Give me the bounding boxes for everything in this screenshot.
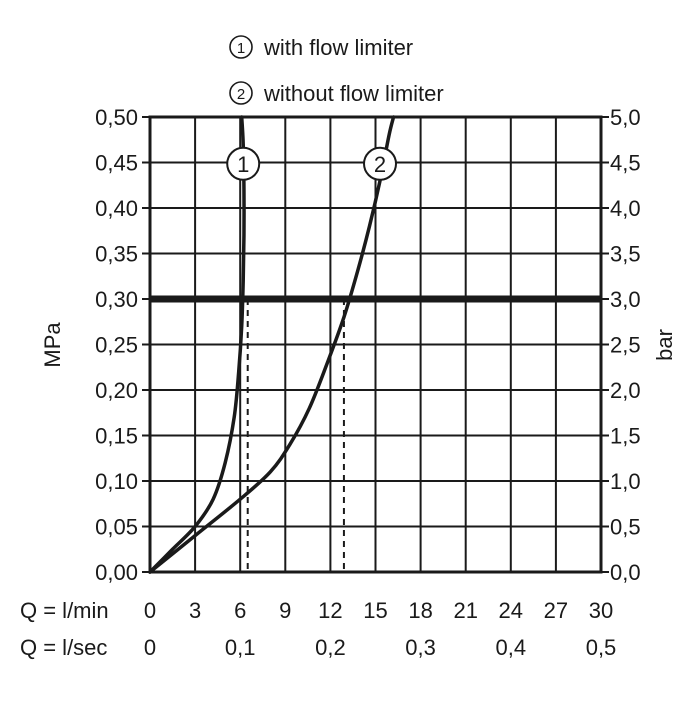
y2-tick-label-0: 0,0 xyxy=(610,560,641,585)
y2-tick-label-6: 3,0 xyxy=(610,287,641,312)
y-tick-label-7: 0,35 xyxy=(95,242,138,267)
x-tick-label-9: 27 xyxy=(544,598,568,623)
x-tick-label-3: 9 xyxy=(279,598,291,623)
y-tick-labels: 0,00 0,05 0,10 0,15 0,20 0,25 0,30 0,35 0,40 0,45… xyxy=(95,105,150,585)
y-tick-label-1: 0,05 xyxy=(95,515,138,540)
dashed-markers xyxy=(246,299,345,572)
y2-tick-label-3: 1,5 xyxy=(610,424,641,449)
y2-tick-label-7: 3,5 xyxy=(610,242,641,267)
y-tick-label-8: 0,40 xyxy=(95,196,138,221)
x-tick-label-2: 6 xyxy=(234,598,246,623)
y2-tick-label-4: 2,0 xyxy=(610,378,641,403)
series-badge-2 xyxy=(363,146,398,181)
legend-marker-label-1: 1 xyxy=(237,40,245,57)
y-tick-label-9: 0,45 xyxy=(95,151,138,176)
y2-axis-label: bar xyxy=(652,329,677,361)
series-line-1 xyxy=(148,115,246,574)
y-axis-label: MPa xyxy=(40,322,65,368)
x-tick-labels: 0 3 6 9 12 15 18 21 24 27 30 xyxy=(144,598,613,623)
x-axis-label: Q = l/min xyxy=(20,598,109,623)
x-tick-label-10: 30 xyxy=(589,598,613,623)
y2-tick-label-2: 1,0 xyxy=(610,469,641,494)
x-tick-label-8: 24 xyxy=(499,598,523,623)
x2-tick-label-5: 0,5 xyxy=(586,635,617,660)
y-tick-label-5: 0,25 xyxy=(95,333,138,358)
legend-label-2: without flow limiter xyxy=(263,81,444,106)
grid-lines xyxy=(149,116,602,573)
y2-tick-label-5: 2,5 xyxy=(610,333,641,358)
x2-tick-labels: 0 0,1 0,2 0,3 0,4 0,5 xyxy=(144,635,616,660)
y2-tick-label-8: 4,0 xyxy=(610,196,641,221)
x-tick-label-6: 18 xyxy=(408,598,432,623)
series-badge-1 xyxy=(226,146,261,181)
x2-tick-label-1: 0,1 xyxy=(225,635,256,660)
y2-tick-label-1: 0,5 xyxy=(610,515,641,540)
x-tick-label-4: 12 xyxy=(318,598,342,623)
y2-tick-label-9: 4,5 xyxy=(610,151,641,176)
x-tick-label-0: 0 xyxy=(144,598,156,623)
series-badge-label-2: 2 xyxy=(374,152,386,177)
legend-marker-2 xyxy=(229,81,253,105)
y2-tick-labels: 0,0 0,5 1,0 1,5 2,0 2,5 3,0 3,5 4,0 4,5 5,0 xyxy=(601,105,641,585)
x-tick-label-7: 21 xyxy=(453,598,477,623)
y-tick-label-2: 0,10 xyxy=(95,469,138,494)
legend-marker-1 xyxy=(229,35,253,59)
x2-axis-label: Q = l/sec xyxy=(20,635,107,660)
x2-tick-label-2: 0,2 xyxy=(315,635,346,660)
x2-tick-label-4: 0,4 xyxy=(496,635,527,660)
y-tick-label-4: 0,20 xyxy=(95,378,138,403)
legend-label-1: with flow limiter xyxy=(263,35,413,60)
x2-tick-label-0: 0 xyxy=(144,635,156,660)
x2-tick-label-3: 0,3 xyxy=(405,635,436,660)
y-tick-label-3: 0,15 xyxy=(95,424,138,449)
y-tick-label-10: 0,50 xyxy=(95,105,138,130)
y-tick-label-6: 0,30 xyxy=(95,287,138,312)
legend: 1 with flow limiter 2 without flow limiter xyxy=(229,35,444,106)
x-tick-label-1: 3 xyxy=(189,598,201,623)
x-tick-label-5: 15 xyxy=(363,598,387,623)
y2-tick-label-10: 5,0 xyxy=(610,105,641,130)
legend-marker-label-2: 2 xyxy=(237,86,245,103)
series-badge-label-1: 1 xyxy=(237,152,249,177)
y-tick-label-0: 0,00 xyxy=(95,560,138,585)
